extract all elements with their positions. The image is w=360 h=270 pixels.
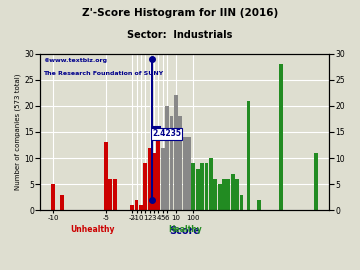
Bar — [170, 116, 174, 210]
Text: ©www.textbiz.org: ©www.textbiz.org — [43, 58, 107, 63]
Bar — [135, 200, 139, 210]
Bar — [104, 143, 108, 210]
Text: Healthy: Healthy — [168, 225, 202, 234]
Bar — [178, 116, 182, 210]
Bar — [108, 179, 112, 210]
Bar — [51, 184, 55, 210]
Bar — [257, 200, 261, 210]
Bar — [196, 168, 200, 210]
Text: Sector:  Industrials: Sector: Industrials — [127, 30, 233, 40]
Bar — [247, 101, 251, 210]
Bar — [165, 106, 169, 210]
Bar — [113, 179, 117, 210]
Bar — [279, 64, 283, 210]
Bar — [183, 137, 186, 210]
Bar — [192, 163, 195, 210]
Bar — [209, 158, 213, 210]
Bar — [218, 184, 222, 210]
Bar — [226, 179, 230, 210]
Text: Unhealthy: Unhealthy — [71, 225, 115, 234]
Bar — [130, 205, 134, 210]
Text: Z'-Score Histogram for IIN (2016): Z'-Score Histogram for IIN (2016) — [82, 8, 278, 18]
Bar — [152, 153, 156, 210]
Bar — [213, 179, 217, 210]
Bar — [187, 137, 191, 210]
Bar — [157, 127, 160, 210]
Bar — [148, 148, 152, 210]
Bar — [204, 163, 208, 210]
Bar — [231, 174, 235, 210]
Bar — [143, 163, 147, 210]
Bar — [139, 205, 143, 210]
Bar — [314, 153, 318, 210]
Bar — [239, 195, 243, 210]
Bar — [174, 95, 178, 210]
Bar — [60, 195, 64, 210]
Bar — [161, 148, 165, 210]
Text: 2.4235: 2.4235 — [152, 129, 181, 139]
Bar — [200, 163, 204, 210]
Text: The Research Foundation of SUNY: The Research Foundation of SUNY — [43, 71, 163, 76]
X-axis label: Score: Score — [169, 226, 200, 236]
Bar — [222, 179, 226, 210]
Bar — [235, 179, 239, 210]
Y-axis label: Number of companies (573 total): Number of companies (573 total) — [15, 74, 22, 190]
